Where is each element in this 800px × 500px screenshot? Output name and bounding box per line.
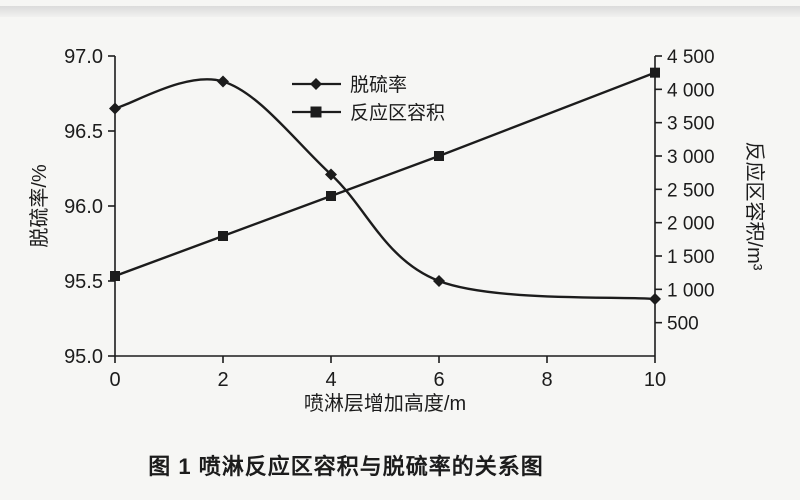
diamond-marker <box>325 168 337 181</box>
left-axis-tick-label: 96.5 <box>64 121 103 143</box>
diamond-marker <box>310 78 322 90</box>
square-marker <box>326 191 336 201</box>
right-axis-tick-label: 3 000 <box>667 147 715 168</box>
x-axis-title: 喷淋层增加高度/m <box>304 392 466 415</box>
right-axis-tick-label: 4 500 <box>667 47 715 68</box>
square-marker <box>110 271 120 281</box>
legend <box>292 78 341 118</box>
left-axis-tick-label: 97.0 <box>64 46 103 68</box>
diamond-marker <box>109 102 121 115</box>
x-axis-tick-label: 8 <box>541 369 552 391</box>
x-axis-tick-label: 2 <box>217 369 228 391</box>
square-marker <box>434 151 444 161</box>
right-axis-tick-label: 1 500 <box>667 247 715 268</box>
right-axis-tick-label: 2 500 <box>667 180 715 201</box>
square-marker <box>218 231 228 241</box>
x-axis-tick-label: 4 <box>325 369 336 391</box>
legend-label-1: 反应区容积 <box>350 102 445 124</box>
x-axis-tick-label: 6 <box>433 369 444 391</box>
right-axis-tick-label: 3 500 <box>667 114 715 135</box>
square-marker <box>650 67 660 78</box>
diamond-marker <box>217 75 229 88</box>
scan-artifact-strip <box>0 6 800 17</box>
square-marker <box>310 106 322 118</box>
right-axis-tick-label: 4 000 <box>667 80 715 101</box>
right-axis-tick-label: 2 000 <box>667 214 715 235</box>
diamond-marker <box>433 275 445 287</box>
series-desulfurization-rate-line <box>114 78 656 301</box>
left-axis-tick-label: 96.0 <box>64 196 103 218</box>
diamond-marker <box>649 293 661 305</box>
legend-label-0: 脱硫率 <box>350 74 407 96</box>
x-axis-tick-label: 10 <box>644 369 666 391</box>
x-axis-tick-label: 0 <box>109 369 120 391</box>
series-desulfurization-rate <box>109 75 661 305</box>
figure-caption: 图 1 喷淋反应区容积与脱硫率的关系图 <box>148 454 544 479</box>
left-axis-tick-label: 95.0 <box>64 346 103 368</box>
series-reaction-volume <box>110 67 660 281</box>
left-axis-title: 脱硫率/% <box>28 164 51 248</box>
dual-axis-line-chart: 95.0 95.5 96.0 96.5 97.0 500 1 000 1 500 2 000 2 … <box>28 46 766 415</box>
right-axis-tick-label: 1 000 <box>667 280 715 301</box>
left-axis-tick-label: 95.5 <box>64 271 103 293</box>
right-axis-tick-label: 500 <box>667 314 699 335</box>
right-axis-title: 反应区容积/m³ <box>743 142 766 271</box>
